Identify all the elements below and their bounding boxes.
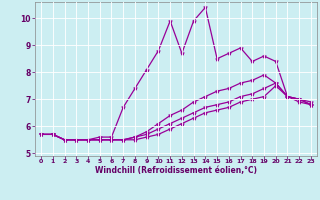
X-axis label: Windchill (Refroidissement éolien,°C): Windchill (Refroidissement éolien,°C) [95,166,257,175]
